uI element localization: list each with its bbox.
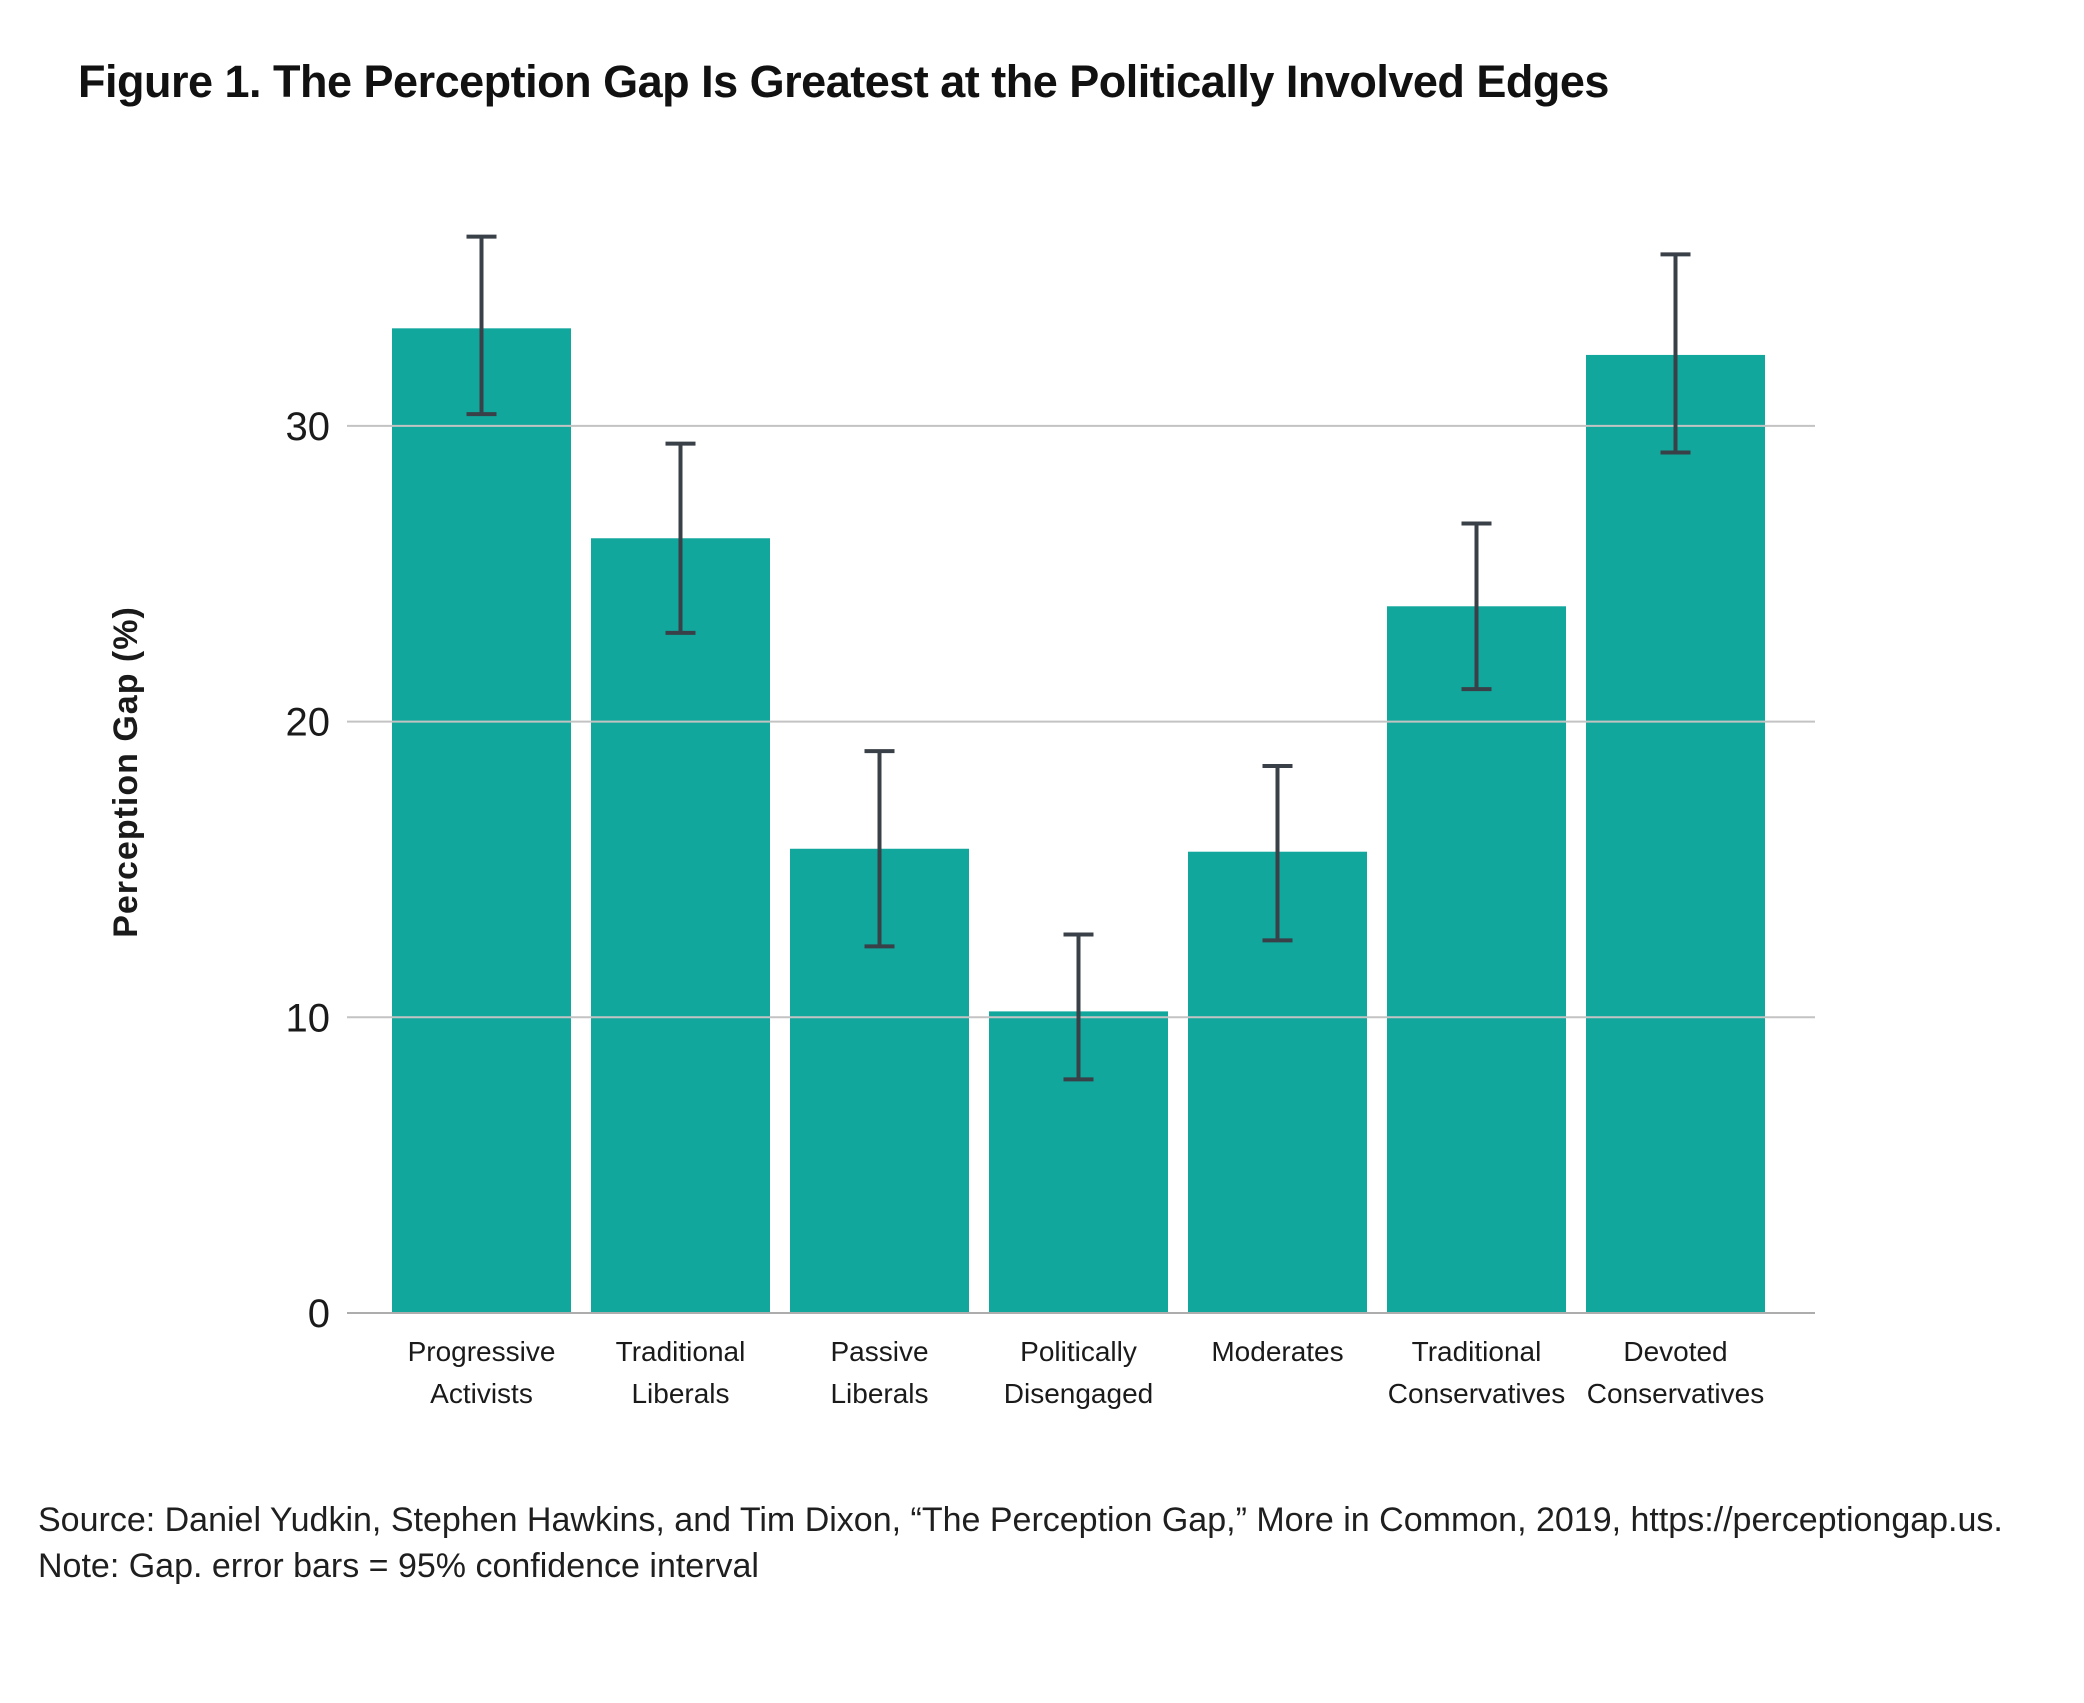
category-label-6-line-1: Conservatives: [1587, 1378, 1764, 1409]
source-line: Source: Daniel Yudkin, Stephen Hawkins, …: [38, 1501, 2003, 1539]
category-label-5-line-1: Conservatives: [1388, 1378, 1565, 1409]
y-tick-label-10: 10: [286, 996, 331, 1040]
bar-chart: 0 10 20 30 Progressive Activists Traditional Li…: [107, 234, 1815, 1409]
category-label-2-line-1: Liberals: [830, 1378, 928, 1409]
y-axis-label: Perception Gap (%): [107, 606, 145, 938]
bar-0: [392, 328, 571, 1314]
category-label-0-line-0: Progressive: [408, 1336, 556, 1367]
figure-caption: Source: Daniel Yudkin, Stephen Hawkins, …: [38, 1497, 2003, 1589]
y-tick-label-20: 20: [286, 701, 331, 745]
category-label-4-line-0: Moderates: [1211, 1336, 1343, 1367]
bar-6: [1586, 354, 1765, 1313]
bar-5: [1387, 606, 1566, 1313]
y-tick-label-0: 0: [308, 1292, 330, 1336]
category-label-1-line-1: Liberals: [631, 1378, 729, 1409]
category-label-5-line-0: Traditional: [1412, 1336, 1542, 1367]
y-tick-label-30: 30: [286, 405, 331, 449]
category-label-6-line-0: Devoted: [1623, 1336, 1727, 1367]
category-label-3-line-1: Disengaged: [1004, 1378, 1153, 1409]
figure-title: Figure 1. The Perception Gap Is Greatest…: [78, 56, 1609, 107]
note-line: Note: Gap. error bars = 95% confidence i…: [38, 1547, 759, 1585]
category-label-1-line-0: Traditional: [616, 1336, 746, 1367]
category-label-3-line-0: Politically: [1020, 1336, 1137, 1367]
category-label-2-line-0: Passive: [830, 1336, 928, 1367]
category-label-0-line-1: Activists: [430, 1378, 533, 1409]
bar-1: [591, 538, 770, 1313]
